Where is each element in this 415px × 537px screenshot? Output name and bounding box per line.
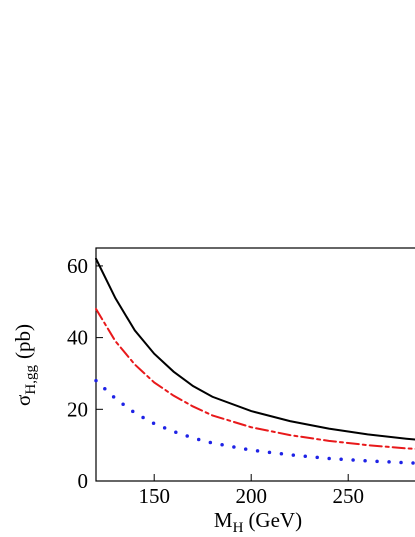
x-tick-label: 250	[332, 484, 364, 508]
y-label-symbol: σ	[11, 395, 35, 406]
x-label-symbol: M	[214, 508, 233, 532]
y-tick-label: 60	[67, 254, 88, 278]
x-axis-label: MH (GeV)	[214, 508, 302, 536]
series-line	[94, 378, 415, 465]
y-tick-label: 20	[67, 397, 88, 421]
y-axis-label: σH,gg (pb)	[11, 324, 39, 406]
x-label-subscript: H	[233, 520, 244, 536]
x-label-unit: (GeV)	[248, 508, 302, 532]
y-label-subscript: H,gg	[23, 365, 39, 395]
series-line	[95, 257, 415, 441]
y-label-unit: (pb)	[11, 324, 35, 359]
x-tick-label: 150	[138, 484, 170, 508]
x-tick-label: 200	[235, 484, 267, 508]
y-tick-label: 0	[78, 469, 89, 493]
series-line	[95, 307, 415, 450]
plot-frame	[95, 247, 415, 482]
y-tick-label: 40	[67, 326, 88, 350]
